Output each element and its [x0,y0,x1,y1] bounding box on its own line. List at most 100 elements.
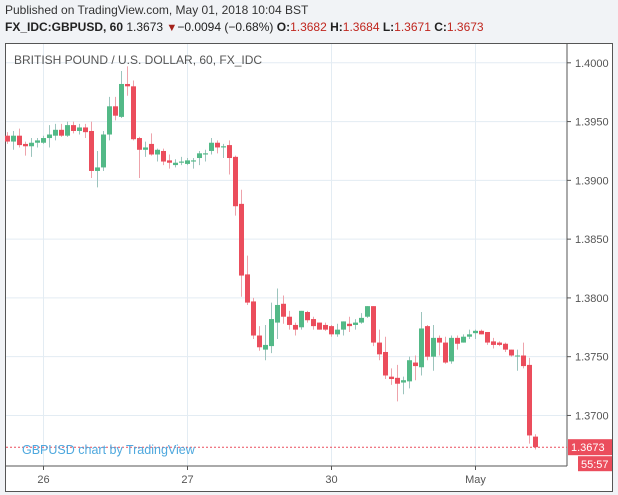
candle [479,329,484,335]
candle-body [215,142,220,148]
candle-body [59,129,64,136]
candle-body [389,376,394,380]
candle [485,331,490,345]
candle-body [227,145,232,159]
candle-body [365,306,370,317]
candle-body [503,343,508,350]
candle [143,141,148,157]
candle [461,334,466,343]
x-tick-label: 26 [37,474,49,486]
candle-body [209,142,214,151]
y-tick-label: 1.3900 [575,175,609,187]
candle [389,368,394,385]
candle-body [101,134,106,168]
y-tick-label: 1.3850 [575,234,609,246]
open-value: 1.3682 [290,20,327,34]
candle [227,140,232,175]
candle-body [287,316,292,325]
candle [269,302,274,354]
candle [113,96,118,121]
countdown-badge [578,456,612,472]
candle-body [245,274,250,303]
candle [515,349,520,371]
close-label: C: [434,20,447,34]
candle [149,133,154,156]
candle-body [491,341,496,345]
candle [449,335,454,364]
candle-body [527,364,532,436]
candle-body [119,83,124,117]
last-price: 1.3673 [126,20,164,34]
candle [377,329,382,361]
candle-body [239,203,244,276]
candle-body [257,335,262,348]
y-tick-label: 1.3950 [575,117,609,129]
candle [425,324,430,361]
y-tick-label: 1.3800 [575,293,609,305]
y-tick-label: 1.4000 [575,58,609,70]
candle [107,96,112,141]
y-tick-label: 1.3700 [575,410,609,422]
candle [203,149,208,162]
candle [53,123,58,141]
candle [251,297,256,340]
candle [401,376,406,395]
candle [257,326,262,351]
candle [221,143,226,159]
candle-body [17,135,22,146]
candle [509,349,514,357]
candle-body [5,135,10,142]
candle-body [263,344,268,350]
candle [503,342,508,352]
candle [29,138,34,157]
watermark-link[interactable]: GBPUSD chart by TradingView [22,443,195,457]
candle [155,148,160,162]
candle [239,189,244,297]
candle-body [185,160,190,164]
candle-body [419,328,424,368]
symbol-info-bar: FX_IDC:GBPUSD, 60 1.3673 ▼−0.0094 (−0.68… [5,20,484,34]
candle-body [413,362,418,367]
candle-body [77,127,82,131]
candle-body [269,319,274,347]
candle [179,156,184,166]
candle [455,335,460,350]
candle-body [455,337,460,344]
candle-body [143,147,148,150]
candle [275,288,280,340]
countdown-label: 55:57 [581,459,609,471]
candle [233,155,238,216]
y-tick-label: 1.3750 [575,352,609,364]
triangle-down-icon: ▼ [166,22,178,34]
candle [197,150,202,166]
candle-body [23,143,28,147]
close-value: 1.3673 [446,20,484,34]
candle [209,138,214,155]
candle-body [131,86,136,140]
candle [17,128,22,148]
candle-body [155,149,160,155]
x-tick-label: May [465,474,486,486]
candle-body [275,304,280,323]
candle [281,295,286,324]
candle [89,121,94,179]
candle-body [407,360,412,382]
candle-body [107,106,112,135]
candle-body [29,142,34,147]
candle [119,71,124,119]
candle-body [353,322,358,325]
candle [47,125,52,148]
chart-frame[interactable] [5,43,613,492]
candle [185,158,190,166]
candle-body [461,336,466,343]
candle [317,322,322,330]
candle-body [443,342,448,363]
candle-body [449,337,454,362]
candle [65,121,70,137]
candle-body [335,329,340,335]
candle-body [179,161,184,163]
candle-body [347,323,352,327]
published-line: Published on TradingView.com, May 01, 20… [5,3,309,17]
candle [167,154,172,169]
